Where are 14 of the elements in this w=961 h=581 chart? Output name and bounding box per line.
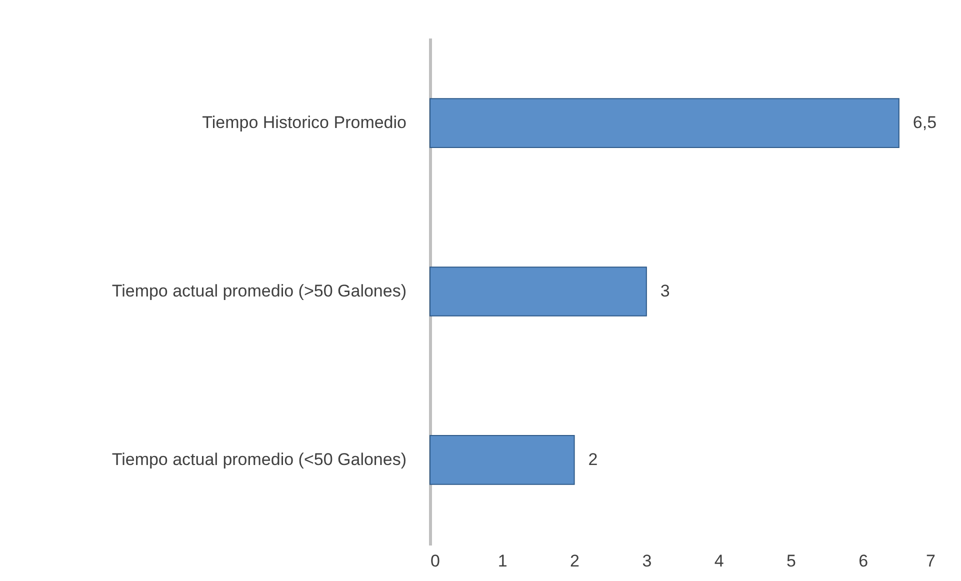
- x-tick-label: 3: [642, 552, 652, 570]
- y-tick-label: Tiempo Historico Promedio: [202, 113, 406, 132]
- data-label: 2: [588, 450, 598, 469]
- x-tick-label: 2: [570, 552, 580, 570]
- x-tick-label: 0: [430, 552, 440, 570]
- y-tick-label: Tiempo actual promedio (>50 Galones): [112, 282, 406, 300]
- x-tick-label: 5: [786, 552, 796, 570]
- x-tick-label: 7: [926, 552, 936, 570]
- y-tick-label: Tiempo actual promedio (<50 Galones): [112, 450, 406, 469]
- x-tick-label: 6: [858, 552, 868, 570]
- data-label: 3: [660, 282, 670, 300]
- x-tick-label: 4: [714, 552, 724, 570]
- x-tick-label: 1: [498, 552, 508, 570]
- data-label: 6,5: [912, 113, 937, 132]
